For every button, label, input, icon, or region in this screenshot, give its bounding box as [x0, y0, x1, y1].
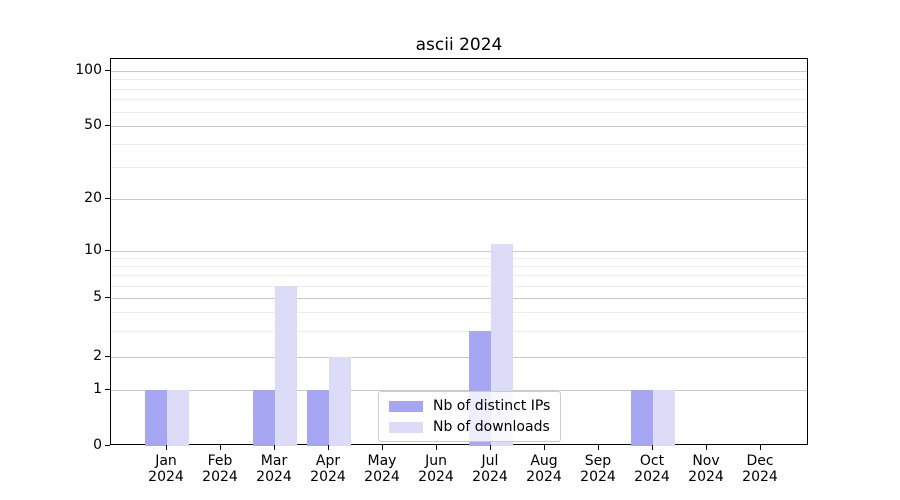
- minor-gridline-60: [111, 111, 807, 113]
- y-tick-mark-50: [105, 125, 110, 126]
- minor-gridline-3: [111, 330, 807, 332]
- x-tick-label-jan: Jan 2024: [148, 453, 184, 485]
- y-tick-label-10: 10: [84, 242, 102, 258]
- y-tick-label-2: 2: [93, 348, 102, 364]
- major-gridline-10: [111, 251, 807, 252]
- x-tick-label-jul: Jul 2024: [472, 453, 508, 485]
- legend-item-distinct-ips: Nb of distinct IPs: [389, 398, 550, 414]
- major-gridline-1: [111, 389, 807, 391]
- bar-apr-downloads: [329, 357, 351, 446]
- x-tick-mark-nov: [706, 445, 707, 450]
- y-tick-label-0: 0: [93, 437, 102, 453]
- x-tick-label-feb: Feb 2024: [202, 453, 238, 485]
- minor-gridline-90: [111, 79, 807, 81]
- y-tick-mark-2: [105, 356, 110, 357]
- x-tick-label-may: May 2024: [364, 453, 400, 485]
- bar-jan-downloads: [167, 389, 189, 446]
- minor-gridline-9: [111, 258, 807, 260]
- minor-gridline-70: [111, 99, 807, 101]
- legend-label-downloads: Nb of downloads: [433, 419, 550, 435]
- y-tick-mark-1: [105, 388, 110, 390]
- major-gridline-100: [111, 71, 807, 72]
- y-tick-label-20: 20: [84, 190, 102, 206]
- y-tick-mark-10: [105, 250, 110, 251]
- minor-gridline-80: [111, 88, 807, 90]
- x-tick-mark-jan: [166, 445, 167, 450]
- bar-apr-distinct-ips: [307, 389, 329, 446]
- minor-gridline-30: [111, 166, 807, 168]
- major-gridline-50: [111, 126, 807, 127]
- x-tick-label-dec: Dec 2024: [742, 453, 778, 485]
- x-tick-mark-aug: [544, 445, 545, 450]
- x-tick-mark-jul: [490, 445, 491, 450]
- x-tick-label-oct: Oct 2024: [634, 453, 670, 485]
- legend-label-distinct-ips: Nb of distinct IPs: [433, 398, 551, 414]
- x-tick-mark-oct: [652, 445, 653, 450]
- major-gridline-5: [111, 298, 807, 299]
- x-tick-mark-mar: [274, 445, 275, 450]
- minor-gridline-6: [111, 285, 807, 287]
- x-tick-label-nov: Nov 2024: [688, 453, 724, 485]
- legend-swatch-distinct-ips-icon: [389, 400, 423, 412]
- legend: Nb of distinct IPs Nb of downloads: [378, 391, 562, 442]
- y-tick-label-5: 5: [93, 289, 102, 305]
- major-gridline-20: [111, 199, 807, 200]
- minor-gridline-7: [111, 275, 807, 277]
- y-tick-mark-0: [105, 445, 110, 446]
- x-tick-label-mar: Mar 2024: [256, 453, 292, 485]
- x-tick-mark-apr: [328, 445, 329, 450]
- y-tick-label-100: 100: [75, 62, 102, 78]
- bar-oct-distinct-ips: [631, 389, 653, 446]
- x-tick-label-apr: Apr 2024: [310, 453, 346, 485]
- x-tick-mark-may: [382, 445, 383, 450]
- bar-oct-downloads: [653, 389, 675, 446]
- y-tick-mark-20: [105, 198, 110, 199]
- x-tick-mark-sep: [598, 445, 599, 450]
- y-tick-label-50: 50: [84, 117, 102, 133]
- x-tick-mark-dec: [760, 445, 761, 450]
- x-tick-label-aug: Aug 2024: [526, 453, 562, 485]
- x-tick-label-sep: Sep 2024: [580, 453, 616, 485]
- minor-gridline-4: [111, 312, 807, 314]
- y-tick-label-1: 1: [93, 380, 102, 397]
- minor-gridline-8: [111, 266, 807, 268]
- chart-title: ascii 2024: [415, 35, 503, 55]
- x-tick-mark-feb: [220, 445, 221, 450]
- bar-mar-downloads: [275, 285, 297, 446]
- plot-area: [110, 58, 808, 446]
- x-tick-label-jun: Jun 2024: [418, 453, 454, 485]
- bar-mar-distinct-ips: [253, 389, 275, 446]
- y-tick-mark-5: [105, 297, 110, 298]
- legend-swatch-downloads-icon: [389, 421, 423, 433]
- legend-item-downloads: Nb of downloads: [389, 419, 550, 435]
- x-tick-mark-jun: [436, 445, 437, 450]
- y-tick-mark-100: [105, 70, 110, 71]
- major-gridline-2: [111, 357, 807, 358]
- minor-gridline-40: [111, 143, 807, 145]
- bar-jan-distinct-ips: [145, 389, 167, 446]
